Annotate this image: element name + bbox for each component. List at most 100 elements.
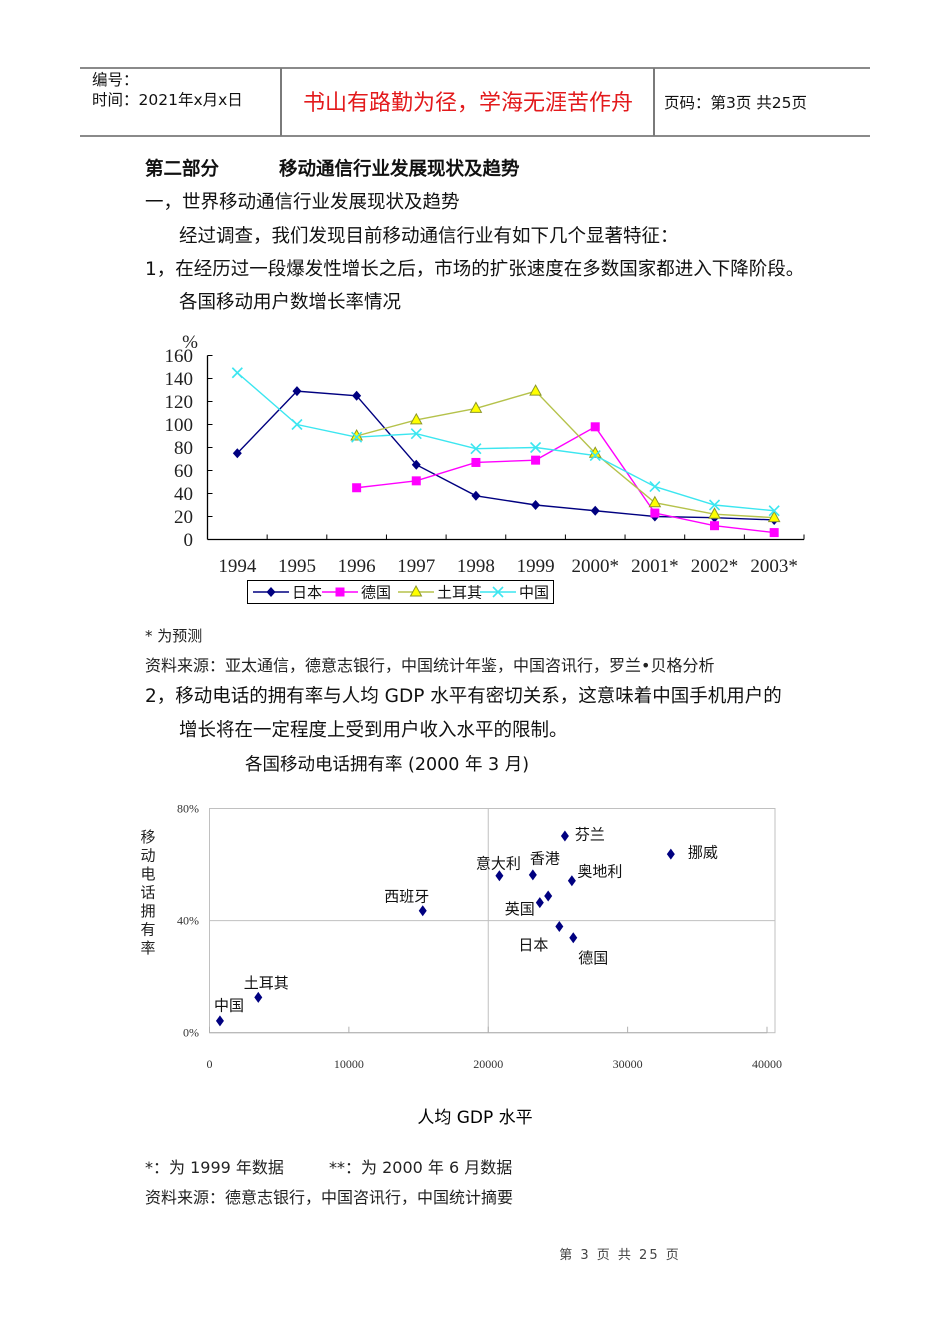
x-tick-label: 1995 <box>278 556 316 577</box>
data-point-marker <box>528 869 537 881</box>
y-tick-label: 20 <box>174 507 193 528</box>
header-date: 时间：2021年x月x日 <box>92 91 243 109</box>
legend-item: 中国 <box>480 585 549 602</box>
chart2-caption: 各国移动电话拥有率 (2000 年 3 月) <box>245 755 530 775</box>
x-tick-label: 30000 <box>613 1057 643 1071</box>
data-point-marker <box>769 528 779 538</box>
data-point-marker <box>531 455 541 465</box>
data-point-marker <box>410 428 422 440</box>
data-point-marker <box>555 920 564 932</box>
y-tick-label: 60 <box>174 461 193 482</box>
data-point-marker <box>529 384 542 396</box>
data-point-marker <box>471 490 481 501</box>
header-divider-left <box>280 68 282 136</box>
data-point-label: 奥地利 <box>577 863 622 880</box>
svg-text:率: 率 <box>140 940 155 957</box>
x-tick-label: 20000 <box>473 1057 503 1071</box>
y-axis-unit: % <box>182 332 198 353</box>
data-point-marker <box>648 495 662 508</box>
chart-legend: 日本 德国 土耳其 中国 <box>247 580 554 604</box>
data-point-marker <box>232 448 242 459</box>
point-2-line-1: 2，移动电话的拥有率与人均 GDP 水平有密切关系，这意味着中国手机用户的 <box>145 686 782 707</box>
y-tick-label: 0% <box>183 1026 199 1040</box>
x-tick-label: 2000* <box>571 556 619 577</box>
chart1-caption: 各国移动用户数增长率情况 <box>179 292 402 313</box>
y-tick-label: 40 <box>174 484 193 505</box>
header-bottom-border <box>80 135 870 137</box>
part-title: 移动通信行业发展现状及趋势 <box>279 159 520 180</box>
y-tick-label: 120 <box>165 392 194 413</box>
x-tick-label: 10000 <box>334 1057 364 1071</box>
svg-text:电: 电 <box>140 866 155 883</box>
y-axis-title: 移动电话拥有率 <box>140 829 155 957</box>
data-point-label: 英国 <box>505 900 535 918</box>
sub-heading: 一，世界移动通信行业发展现状及趋势 <box>145 192 460 213</box>
svg-text:动: 动 <box>140 848 155 865</box>
data-point-label: 日本 <box>518 937 548 954</box>
data-point-marker <box>291 418 303 431</box>
data-point-marker <box>768 505 780 517</box>
chart2-note-1999: *：为 1999 年数据 <box>145 1158 284 1177</box>
data-point-marker <box>531 500 541 510</box>
data-point-marker <box>469 401 483 413</box>
data-point-marker <box>650 508 660 518</box>
data-point-marker <box>567 875 576 887</box>
header-serial-label: 编号： <box>92 71 139 89</box>
svg-text:话: 话 <box>140 885 155 902</box>
header-motto: 书山有路勤为径，学海无涯苦作舟 <box>302 91 633 116</box>
series-line <box>356 425 775 534</box>
data-point-marker <box>710 521 720 531</box>
data-point-label: 土耳其 <box>244 975 289 992</box>
x-tick-label: 40000 <box>752 1057 782 1071</box>
chart2-source: 资料来源：德意志银行，中国咨讯行，中国统计摘要 <box>145 1188 514 1207</box>
data-point-marker <box>292 386 302 397</box>
y-tick-label: 160 <box>165 346 194 367</box>
y-tick-label: 40% <box>177 914 199 928</box>
header-page-info: 页码：第3页 共25页 <box>664 94 808 112</box>
chart1-forecast-note: * 为预测 <box>145 627 203 645</box>
chart1-source: 资料来源：亚太通信，德意志银行，中国统计年鉴，中国咨讯行，罗兰•贝格分析 <box>145 656 715 675</box>
data-point-marker <box>767 510 781 523</box>
legend-item: 土耳其 <box>398 585 482 602</box>
data-point-marker <box>352 390 362 401</box>
x-tick-label: 2002* <box>691 556 739 577</box>
y-tick-label: 80% <box>177 802 199 816</box>
part-label: 第二部分 <box>145 159 220 180</box>
y-tick-label: 80 <box>174 438 193 459</box>
chart2-note-2000: **：为 2000 年 6 月数据 <box>329 1158 513 1177</box>
y-tick-label: 100 <box>165 415 194 436</box>
data-point-marker <box>418 905 427 917</box>
data-point-marker <box>544 890 553 902</box>
x-tick-label: 2003* <box>750 556 798 577</box>
data-point-marker <box>666 848 675 860</box>
data-point-marker <box>569 932 578 944</box>
data-point-marker <box>411 476 421 486</box>
point-1: 1，在经历过一段爆发性增长之后，市场的扩张速度在多数国家都进入下降阶段。 <box>145 259 805 280</box>
x-tick-label: 1996 <box>338 556 376 577</box>
x-tick-label: 1998 <box>457 556 495 577</box>
svg-text:移: 移 <box>140 829 155 846</box>
legend-label: 中国 <box>519 585 549 602</box>
data-point-marker <box>589 449 601 462</box>
data-point-marker <box>649 481 661 493</box>
data-point-label: 挪威 <box>688 845 718 862</box>
x-tick-label: 0 <box>207 1057 213 1071</box>
header-top-border <box>80 67 870 69</box>
data-point-marker <box>590 422 600 432</box>
series-line <box>356 390 775 519</box>
data-point-marker <box>254 991 263 1003</box>
legend-label: 日本 <box>292 585 322 602</box>
data-point-marker <box>471 457 481 467</box>
data-point-marker <box>708 507 721 519</box>
scatter-x-axis-title: 人均 GDP 水平 <box>417 1108 533 1128</box>
legend-marker-icon <box>492 586 504 598</box>
data-point-marker <box>560 830 569 842</box>
data-point-label: 意大利 <box>476 854 521 872</box>
x-tick-label: 1994 <box>218 556 257 577</box>
legend-marker-icon <box>335 587 345 597</box>
legend-item: 日本 <box>253 585 322 602</box>
penetration-scatter-chart: 0 10000 20000 30000 40000 0% 40% 80% 移动电话拥有率中国土耳… <box>140 802 782 1072</box>
data-point-label: 德国 <box>578 949 608 967</box>
